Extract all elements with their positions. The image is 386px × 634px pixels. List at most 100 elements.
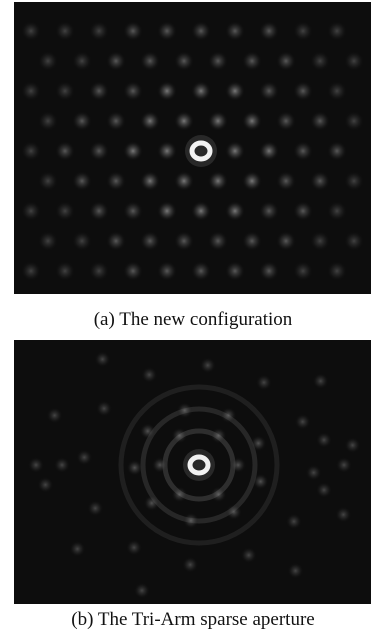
sidelobe-spot bbox=[327, 261, 347, 281]
sidelobe-spot bbox=[191, 201, 211, 221]
sidelobe-spot bbox=[316, 482, 332, 498]
sidelobe-spot bbox=[336, 457, 352, 473]
sidelobe-spot bbox=[133, 582, 150, 599]
sidelobe-spot bbox=[21, 81, 41, 101]
sidelobe-spot bbox=[55, 261, 75, 281]
psf-plot-b bbox=[28, 351, 361, 599]
sidelobe-spot bbox=[157, 201, 177, 221]
sidelobe-spot bbox=[38, 231, 58, 251]
sidelobe-spot bbox=[242, 111, 262, 131]
sidelobe-spot bbox=[55, 21, 75, 41]
sidelobe-spot bbox=[276, 171, 296, 191]
sidelobe-spot bbox=[242, 171, 262, 191]
sidelobe-spot bbox=[38, 51, 58, 71]
sidelobe-spot bbox=[76, 449, 93, 466]
sidelobe-spot bbox=[276, 111, 296, 131]
sidelobe-spot bbox=[310, 111, 330, 131]
sidelobe-spot bbox=[123, 21, 143, 41]
sidelobe-spot bbox=[141, 366, 158, 383]
sidelobe-spot bbox=[316, 432, 332, 448]
sidelobe-spot bbox=[293, 201, 313, 221]
sidelobe-spot bbox=[157, 21, 177, 41]
sidelobe-spot bbox=[276, 231, 296, 251]
sidelobe-spot bbox=[230, 457, 247, 473]
sidelobe-spot bbox=[208, 171, 228, 191]
sidelobe-spot bbox=[174, 231, 194, 251]
sidelobe-spot bbox=[305, 464, 322, 481]
sidelobe-spot bbox=[259, 21, 279, 41]
sidelobe-spot bbox=[89, 81, 109, 101]
sidelobe-spot bbox=[327, 141, 347, 161]
sidelobe-spot bbox=[293, 21, 313, 41]
sidelobe-spot bbox=[69, 540, 86, 557]
sidelobe-spot bbox=[157, 81, 177, 101]
sidelobe-spot bbox=[151, 457, 168, 473]
sidelobe-spot bbox=[55, 81, 75, 101]
sidelobe-spot bbox=[46, 407, 63, 424]
sidelobe-spot bbox=[89, 201, 109, 221]
sidelobe-spot bbox=[285, 513, 302, 530]
sidelobe-spot bbox=[72, 171, 92, 191]
sidelobe-spot bbox=[199, 357, 216, 374]
sidelobe-spot bbox=[21, 21, 41, 41]
sidelobe-spot bbox=[106, 51, 126, 71]
sidelobe-spot bbox=[182, 556, 199, 573]
sidelobe-spot bbox=[208, 51, 228, 71]
sidelobe-spot bbox=[21, 201, 41, 221]
sidelobe-spot bbox=[54, 457, 70, 473]
sidelobe-spot bbox=[259, 201, 279, 221]
sidelobe-spot bbox=[327, 201, 347, 221]
sidelobe-spot bbox=[171, 486, 188, 503]
diffraction-ring bbox=[118, 384, 280, 546]
sidelobe-spot bbox=[174, 111, 194, 131]
sidelobe-spot bbox=[96, 400, 113, 417]
sidelobe-spot bbox=[28, 457, 44, 473]
sidelobe-spot bbox=[220, 407, 237, 424]
sidelobe-spot bbox=[191, 261, 211, 281]
sidelobe-spot bbox=[259, 81, 279, 101]
sidelobe-spot bbox=[293, 141, 313, 161]
sidelobe-spot bbox=[139, 423, 156, 440]
sidelobe-spot bbox=[312, 373, 329, 390]
sidelobe-spot bbox=[225, 261, 245, 281]
sidelobe-spot bbox=[106, 231, 126, 251]
sidelobe-spot bbox=[38, 171, 58, 191]
psf-image-tri-arm-sparse-aperture bbox=[14, 340, 371, 604]
sidelobe-spot bbox=[210, 427, 227, 444]
sidelobe-spot bbox=[174, 51, 194, 71]
central-peak-core bbox=[196, 462, 202, 468]
sidelobe-spot bbox=[255, 374, 272, 391]
sidelobe-spot bbox=[225, 21, 245, 41]
sidelobe-spot bbox=[182, 512, 199, 529]
sidelobe-spot bbox=[344, 51, 364, 71]
sidelobe-spot bbox=[176, 402, 193, 419]
sidelobe-spot bbox=[157, 141, 177, 161]
sidelobe-spot bbox=[242, 51, 262, 71]
sidelobe-spot bbox=[191, 21, 211, 41]
sidelobe-spot bbox=[171, 427, 188, 444]
sidelobe-spot bbox=[89, 261, 109, 281]
sidelobe-spot bbox=[157, 261, 177, 281]
sidelobe-spot bbox=[310, 51, 330, 71]
sidelobe-spot bbox=[89, 21, 109, 41]
sidelobe-spot bbox=[123, 81, 143, 101]
sidelobe-spot bbox=[123, 201, 143, 221]
sidelobe-spot bbox=[38, 111, 58, 131]
sidelobe-spot bbox=[140, 51, 160, 71]
sidelobe-spot bbox=[94, 351, 111, 368]
sidelobe-spot bbox=[210, 486, 227, 503]
sidelobe-spot bbox=[294, 413, 311, 430]
sidelobe-spot bbox=[225, 81, 245, 101]
sidelobe-spot bbox=[126, 459, 143, 476]
sidelobe-spot bbox=[259, 141, 279, 161]
sidelobe-spot bbox=[335, 506, 352, 523]
sidelobe-spot bbox=[240, 547, 257, 564]
sidelobe-spot bbox=[123, 141, 143, 161]
sidelobe-spot bbox=[310, 171, 330, 191]
sidelobe-spot bbox=[327, 21, 347, 41]
sidelobe-spot bbox=[143, 495, 160, 512]
sidelobe-spot bbox=[250, 435, 267, 452]
sidelobe-spot bbox=[21, 261, 41, 281]
sidelobe-spot bbox=[55, 201, 75, 221]
sidelobe-spot bbox=[89, 141, 109, 161]
